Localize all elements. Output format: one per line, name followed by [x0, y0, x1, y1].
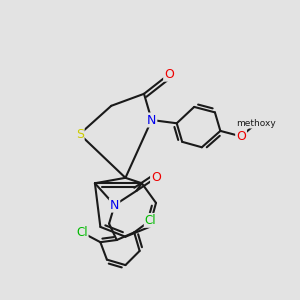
Text: methoxy: methoxy: [236, 119, 276, 128]
Text: Cl: Cl: [145, 214, 156, 227]
Text: O: O: [164, 68, 174, 81]
Text: S: S: [76, 128, 84, 141]
Text: O: O: [236, 130, 246, 143]
Text: N: N: [147, 113, 156, 127]
Text: Cl: Cl: [76, 226, 88, 239]
Text: O: O: [151, 171, 161, 184]
Text: N: N: [110, 199, 119, 212]
